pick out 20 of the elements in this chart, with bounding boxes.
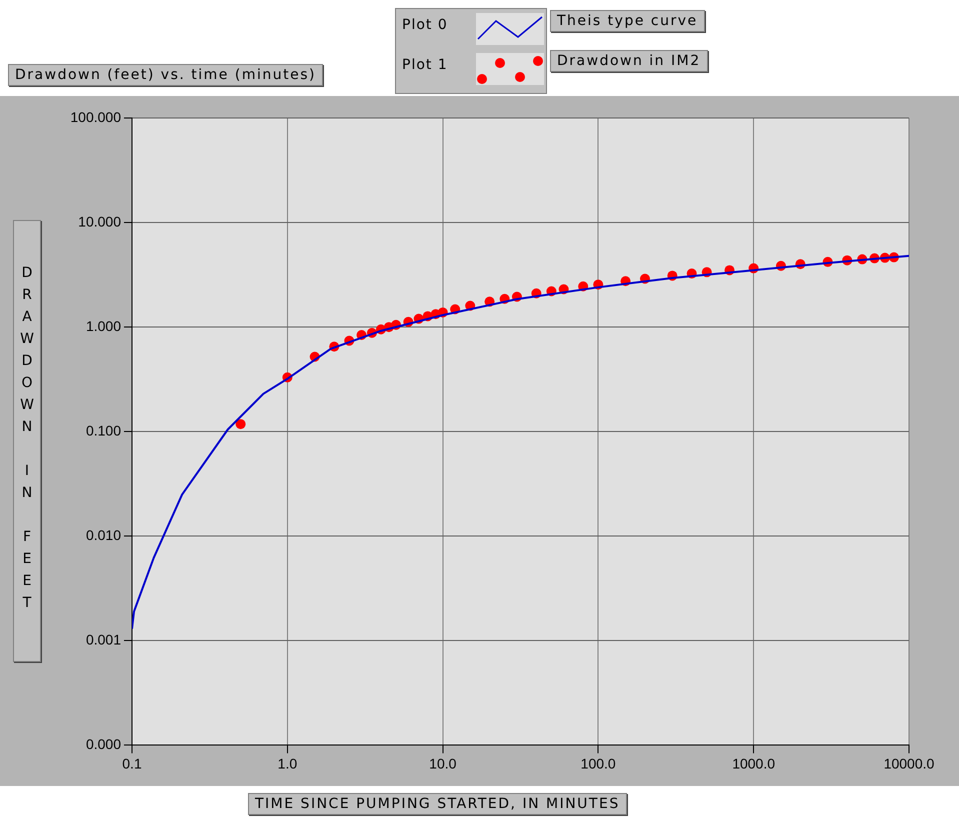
y-tick-label: 0.001 <box>86 632 122 648</box>
y-tick-label: 10.000 <box>78 213 122 230</box>
chart-title: Drawdown (feet) vs. time (minutes) <box>8 64 323 86</box>
x-axis-title: TIME SINCE PUMPING STARTED, IN MINUTES <box>248 793 627 815</box>
x-tick-label: 10000.0 <box>884 755 935 772</box>
y-axis-title: DRAWDOWN IN FEET <box>13 220 41 662</box>
y-tick-label: 0.000 <box>86 736 122 752</box>
x-tick-label: 0.1 <box>122 755 142 772</box>
legend-label: Drawdown in IM2 <box>550 50 708 72</box>
x-tick-label: 1000.0 <box>732 755 776 772</box>
y-tick-label: 0.100 <box>86 422 122 438</box>
x-tick-label: 100.0 <box>580 755 616 772</box>
legend-label: Theis type curve <box>550 10 705 32</box>
x-tick-label: 10.0 <box>429 755 457 772</box>
text: Plot 0 <box>402 17 448 33</box>
y-tick-label: 0.010 <box>86 526 122 543</box>
y-tick-label: 100.000 <box>70 108 122 125</box>
x-tick-label: 1.0 <box>278 755 298 772</box>
y-tick-label: 1.000 <box>86 318 122 334</box>
text: Plot 1 <box>402 57 448 73</box>
